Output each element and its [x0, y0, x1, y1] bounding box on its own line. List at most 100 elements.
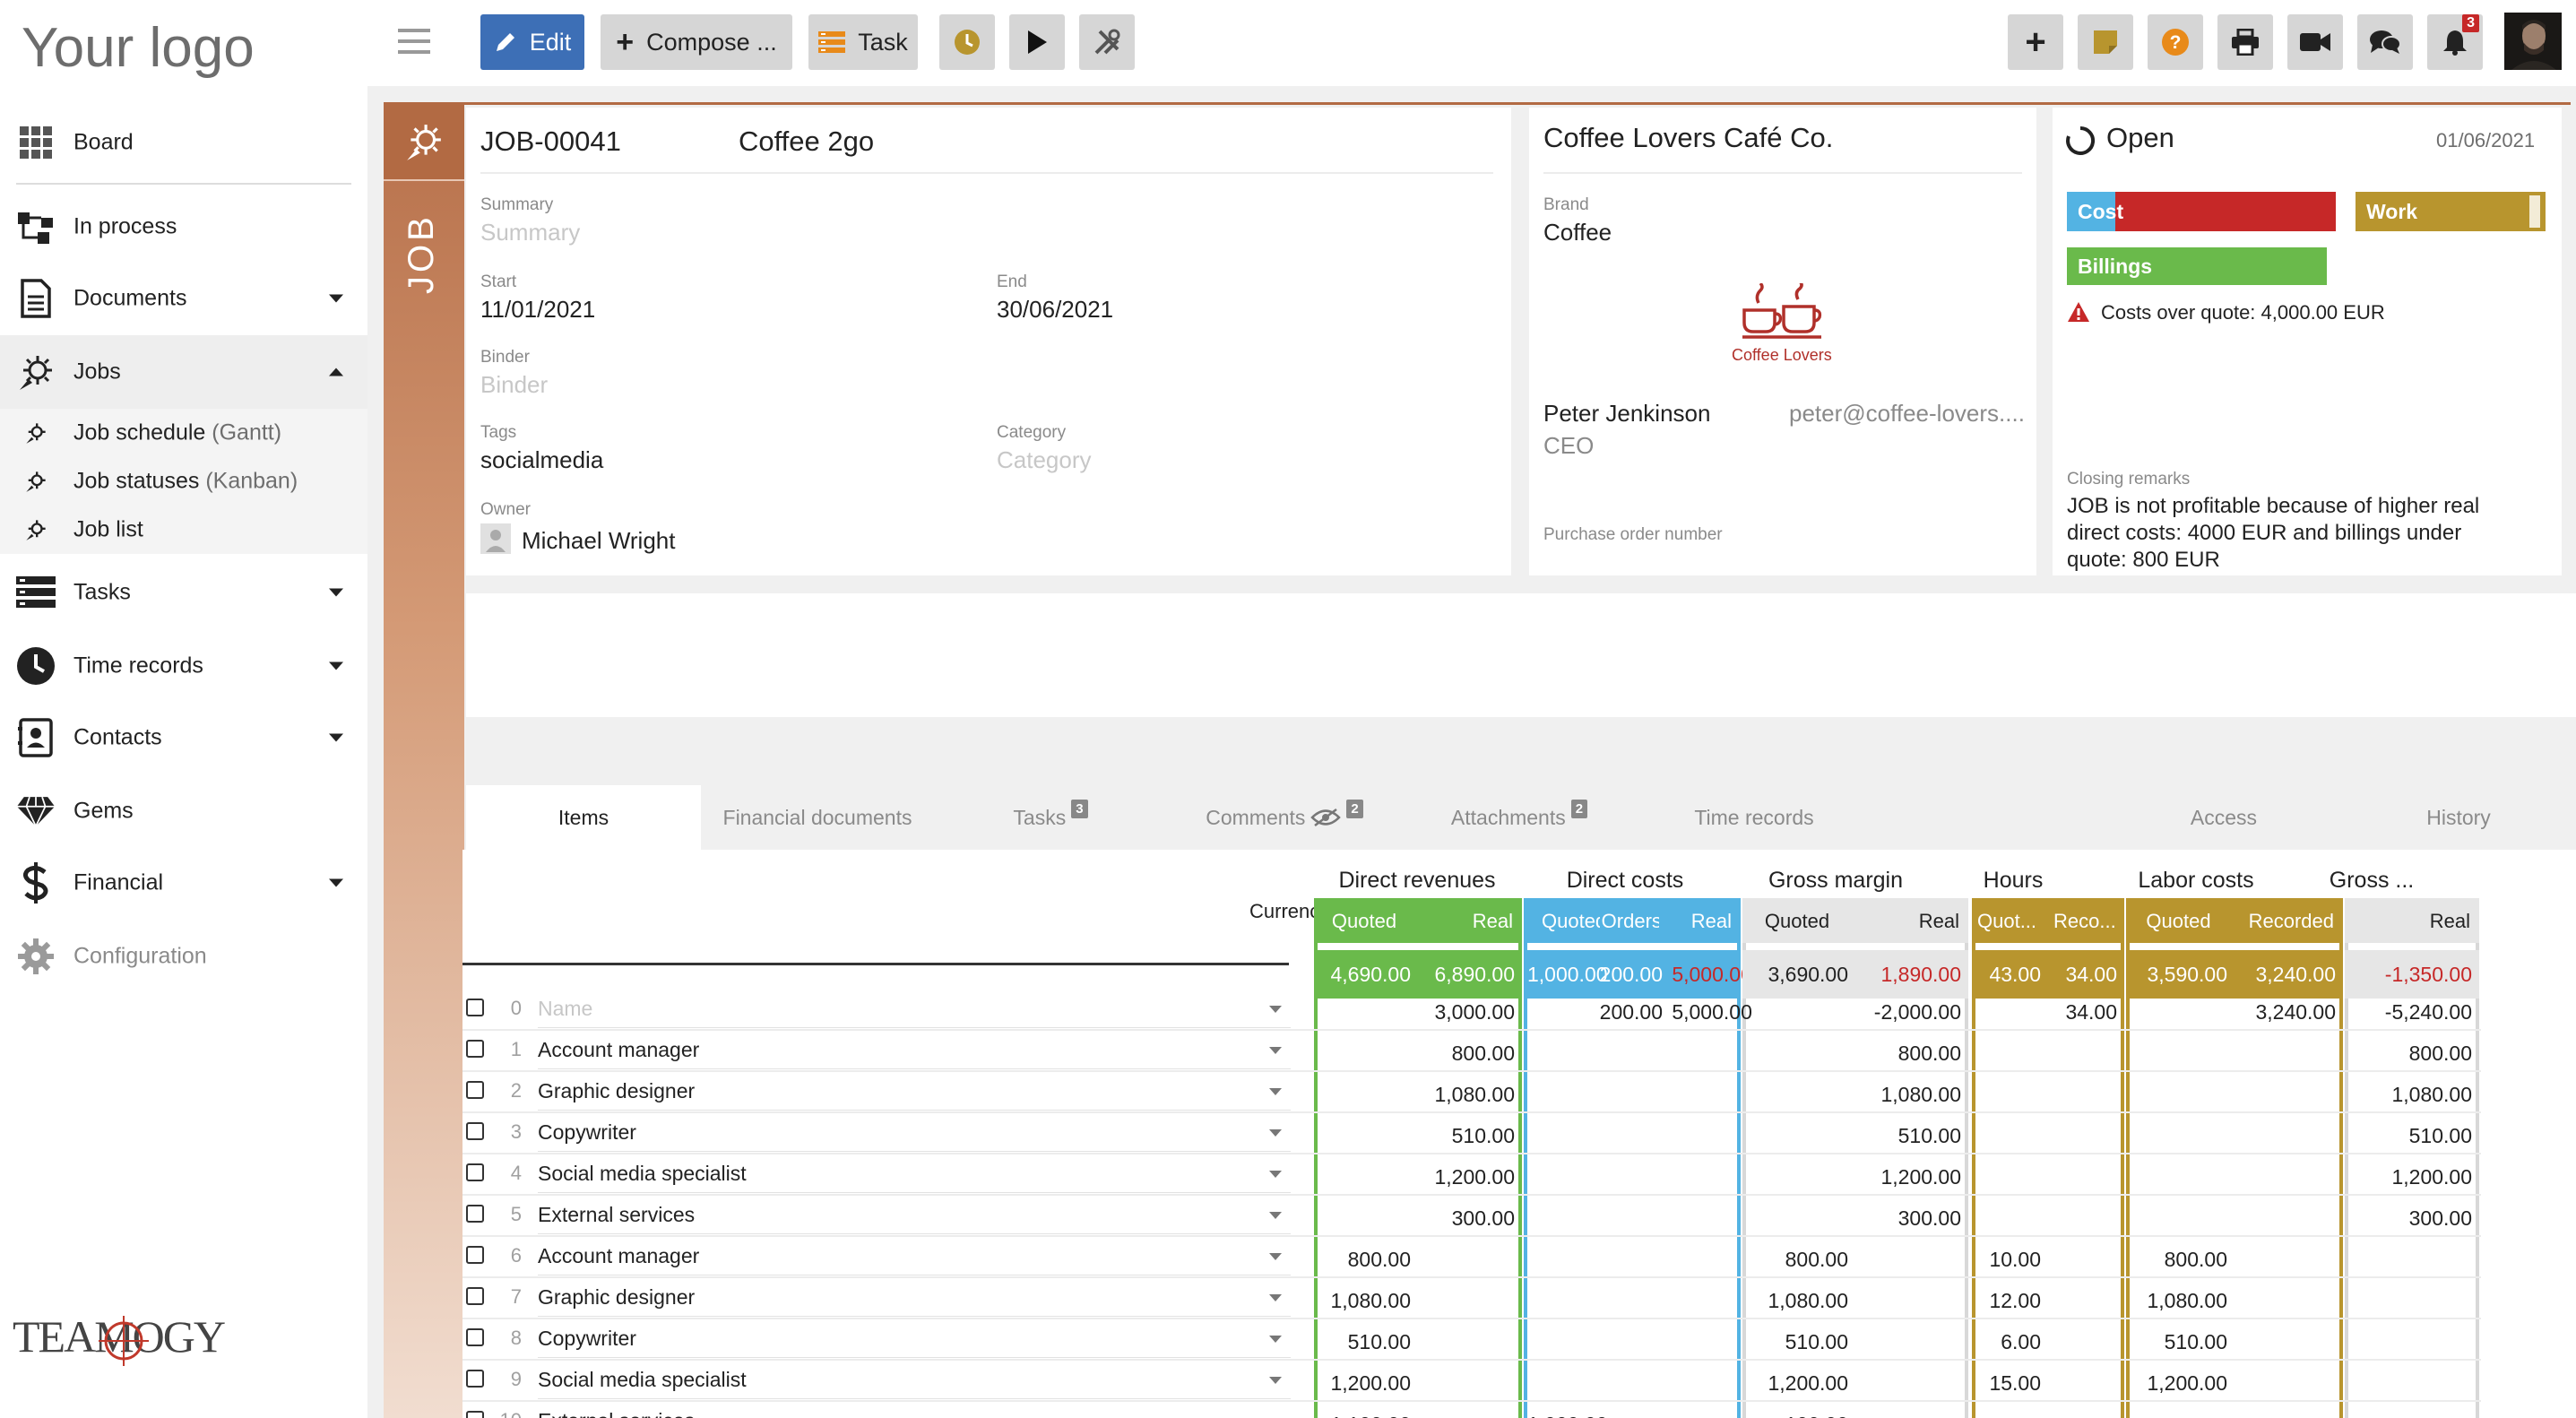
contact-name[interactable]: Peter Jenkinson [1543, 400, 1711, 427]
cell-lq[interactable]: 1,080.00 [2147, 1289, 2227, 1312]
tags-value[interactable]: socialmedia [480, 446, 604, 473]
subheader-label[interactable]: Quoted [1542, 910, 1600, 932]
row-dropdown-icon[interactable] [1269, 1171, 1282, 1178]
subheader-label[interactable]: Quoted [1331, 910, 1397, 932]
tab-items[interactable]: Items [466, 785, 701, 850]
row-name[interactable]: Account manager [538, 1244, 700, 1267]
sidebar-item-tasks[interactable]: Tasks [0, 556, 367, 629]
table-row[interactable]: 1 Account manager 800.00 800.00 800.00 [462, 1033, 2481, 1074]
cell-drq[interactable]: 800.00 [1347, 1248, 1411, 1271]
cell-gmr[interactable]: 1,080.00 [1880, 1083, 1961, 1106]
subheader-label[interactable]: Quot... [1977, 910, 2037, 932]
notifications-button[interactable]: 3 [2427, 14, 2483, 70]
table-row[interactable]: 3 Copywriter 510.00 510.00 510.00 [462, 1115, 2481, 1156]
row-name[interactable]: Graphic designer [538, 1079, 696, 1102]
row-dropdown-icon[interactable] [1269, 1047, 1282, 1054]
cell-gmr[interactable]: -2,000.00 [1873, 1000, 1961, 1024]
subheader-label[interactable]: Orders [1601, 910, 1660, 932]
row-checkbox[interactable] [466, 999, 484, 1016]
row-dropdown-icon[interactable] [1269, 1006, 1282, 1013]
print-button[interactable] [2217, 14, 2273, 70]
sidebar-item-contacts[interactable]: Contacts [0, 701, 367, 774]
cell-dco[interactable]: 200.00 [1599, 1000, 1664, 1024]
cell-hq[interactable]: 6.00 [2001, 1330, 2041, 1353]
cell-hq[interactable]: 15.00 [1989, 1371, 2041, 1395]
cell-dcr[interactable]: 5,000.00 [1672, 1000, 1752, 1024]
tab-tasks[interactable]: Tasks 3 [934, 785, 1167, 850]
sidebar-item-time-records[interactable]: Time records [0, 629, 367, 703]
cell-hr[interactable]: 34.00 [2065, 1000, 2117, 1024]
cell-gmq[interactable]: 100.00 [1746, 1413, 1848, 1418]
sidebar-item-financial[interactable]: Financial [0, 846, 367, 920]
row-checkbox[interactable] [466, 1205, 484, 1223]
tab-access[interactable]: Access [2106, 785, 2341, 850]
cell-drq[interactable]: 1,200.00 [1330, 1371, 1411, 1395]
sidebar-item-in-process[interactable]: In process [0, 190, 367, 264]
sidebar-item-job-statuses[interactable]: Job statuses (Kanban) [0, 457, 367, 506]
row-dropdown-icon[interactable] [1269, 1294, 1282, 1301]
sidebar-item-job-schedule[interactable]: Job schedule (Gantt) [0, 409, 367, 457]
row-checkbox[interactable] [466, 1163, 484, 1181]
subheader-label[interactable]: Quoted [2146, 910, 2211, 932]
menu-icon[interactable] [398, 29, 430, 56]
cell-drq[interactable]: 1,080.00 [1330, 1289, 1411, 1312]
tab-financial-documents[interactable]: Financial documents [701, 785, 934, 850]
cell-drr[interactable]: 800.00 [1451, 1042, 1515, 1065]
row-checkbox[interactable] [466, 1081, 484, 1099]
cell-gp[interactable]: 300.00 [2408, 1206, 2472, 1230]
end-date[interactable]: 30/06/2021 [997, 296, 1114, 323]
cell-lq[interactable]: 1,200.00 [2147, 1371, 2227, 1395]
sidebar-item-configuration[interactable]: Configuration [0, 920, 367, 993]
row-checkbox[interactable] [466, 1246, 484, 1264]
cell-lq[interactable]: 510.00 [2164, 1330, 2227, 1353]
cell-gp[interactable]: 1,200.00 [2391, 1165, 2472, 1189]
tab-attachments[interactable]: Attachments 2 [1402, 785, 1637, 850]
subheader-label[interactable]: Reco... [2053, 910, 2115, 932]
row-name[interactable]: External services [538, 1409, 695, 1418]
row-name[interactable]: External services [538, 1203, 696, 1226]
subheader-label[interactable]: Real [2429, 910, 2470, 932]
row-checkbox[interactable] [466, 1122, 484, 1140]
row-dropdown-icon[interactable] [1269, 1377, 1282, 1384]
subheader-label[interactable]: Real [1472, 910, 1513, 932]
row-name[interactable]: Graphic designer [538, 1285, 696, 1309]
sidebar-item-gems[interactable]: Gems [0, 774, 367, 848]
tab-history[interactable]: History [2341, 785, 2576, 850]
cell-drr[interactable]: 1,080.00 [1434, 1083, 1515, 1106]
binder-field[interactable]: Binder [480, 371, 549, 398]
cell-gp[interactable]: 1,080.00 [2391, 1083, 2472, 1106]
tools-button[interactable] [1079, 14, 1135, 70]
cell-lr[interactable]: 3,240.00 [2255, 1000, 2336, 1024]
time-record-button[interactable] [939, 14, 995, 70]
help-button[interactable]: ? [2148, 14, 2203, 70]
cell-drr[interactable]: 1,200.00 [1434, 1165, 1515, 1189]
cell-drq[interactable]: 510.00 [1347, 1330, 1411, 1353]
compose-button[interactable]: + Compose ... [601, 14, 792, 70]
client-name[interactable]: Coffee Lovers Café Co. [1543, 122, 1834, 153]
edit-button[interactable]: Edit [480, 14, 584, 70]
row-name[interactable]: Copywriter [538, 1120, 636, 1144]
tab-time-records[interactable]: Time records [1637, 785, 1871, 850]
row-checkbox[interactable] [466, 1040, 484, 1058]
subheader-label[interactable]: Real [1690, 910, 1732, 932]
cell-lq[interactable]: 800.00 [2164, 1248, 2227, 1271]
job-name[interactable]: Coffee 2go [739, 125, 875, 157]
table-row[interactable]: 4 Social media specialist 1,200.00 1,200.00… [462, 1156, 2481, 1198]
cell-gp[interactable]: -5,240.00 [2384, 1000, 2472, 1024]
video-button[interactable] [2287, 14, 2343, 70]
cell-gmq[interactable]: 1,080.00 [1768, 1289, 1848, 1312]
table-row[interactable]: 7 Graphic designer 1,080.00 1,080.00 12.00 1,… [462, 1280, 2481, 1321]
row-checkbox[interactable] [466, 1287, 484, 1305]
tab-comments[interactable]: Comments 2 [1167, 785, 1402, 850]
cell-gmq[interactable]: 1,200.00 [1768, 1371, 1848, 1395]
row-dropdown-icon[interactable] [1269, 1212, 1282, 1219]
sticky-note-button[interactable] [2078, 14, 2133, 70]
owner-name[interactable]: Michael Wright [522, 527, 676, 554]
cell-drr[interactable]: 510.00 [1451, 1124, 1515, 1147]
row-checkbox[interactable] [466, 1411, 484, 1418]
subheader-label[interactable]: Real [1918, 910, 1959, 932]
row-name[interactable]: Social media specialist [538, 1162, 747, 1185]
sidebar-item-job-list[interactable]: Job list [0, 506, 367, 554]
start-date[interactable]: 11/01/2021 [480, 296, 596, 323]
category-field[interactable]: Category [997, 446, 1092, 473]
